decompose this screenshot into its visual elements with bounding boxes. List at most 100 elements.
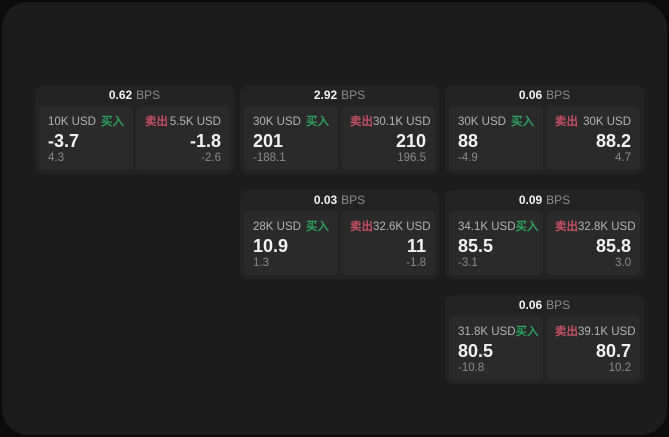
buy-price: 10.9 — [253, 236, 289, 256]
quote-card[interactable]: 0.62 BPS 10K USD 买入 -3.7 4.3 卖出 5.5K USD… — [35, 85, 234, 174]
spread-header: 2.92 BPS — [244, 85, 435, 106]
spread-value: 0.62 — [108, 88, 133, 102]
sell-tile[interactable]: 卖出 39.1K USD 80.7 10.2 — [546, 316, 640, 380]
sell-tile-top: 卖出 5.5K USD — [145, 113, 221, 129]
buy-sub-value: -188.1 — [253, 152, 286, 164]
buy-price: 201 — [253, 131, 284, 151]
buy-price: 85.5 — [458, 236, 494, 256]
sell-tile-top: 卖出 32.6K USD — [350, 218, 431, 234]
spread-value: 2.92 — [313, 88, 338, 102]
sell-tile[interactable]: 卖出 30.1K USD 210 196.5 — [341, 106, 435, 170]
sell-tile[interactable]: 卖出 32.8K USD 85.8 3.0 — [546, 211, 640, 275]
bps-unit-label: BPS — [136, 88, 161, 102]
sell-price: 85.8 — [595, 236, 631, 256]
quote-tiles: 30K USD 买入 201 -188.1 卖出 30.1K USD 210 1… — [244, 106, 435, 170]
buy-sub-value: 1.3 — [253, 257, 269, 269]
sell-tile[interactable]: 卖出 32.6K USD 11 -1.8 — [341, 211, 435, 275]
buy-price: 80.5 — [458, 341, 494, 361]
buy-tile-top: 28K USD 买入 — [253, 218, 329, 234]
bps-unit-label: BPS — [546, 193, 571, 207]
sell-tile-top: 卖出 30.1K USD — [350, 113, 431, 129]
buy-tile[interactable]: 30K USD 买入 201 -188.1 — [244, 106, 338, 170]
spread-header: 0.62 BPS — [39, 85, 230, 106]
quote-card[interactable]: 0.09 BPS 34.1K USD 买入 85.5 -3.1 卖出 32.8K… — [445, 190, 644, 279]
sell-tile-top: 卖出 32.8K USD — [555, 218, 636, 234]
sell-side-label: 卖出 — [145, 116, 168, 128]
sell-side-label: 卖出 — [555, 116, 578, 128]
buy-amount: 31.8K USD — [458, 326, 516, 338]
buy-side-label: 买入 — [306, 116, 329, 128]
buy-side-label: 买入 — [515, 326, 539, 338]
buy-tile[interactable]: 28K USD 买入 10.9 1.3 — [244, 211, 338, 275]
sell-tile[interactable]: 卖出 5.5K USD -1.8 -2.6 — [136, 106, 230, 170]
buy-tile-top: 34.1K USD 买入 — [458, 218, 539, 234]
bps-unit-label: BPS — [341, 88, 366, 102]
buy-price: 88 — [458, 131, 479, 151]
sell-sub-value: -1.8 — [406, 257, 426, 269]
spread-value: 0.06 — [518, 298, 543, 312]
buy-amount: 28K USD — [253, 221, 301, 233]
buy-amount: 10K USD — [48, 116, 96, 128]
buy-sub-value: -4.9 — [458, 152, 478, 164]
buy-amount: 30K USD — [458, 116, 506, 128]
buy-tile[interactable]: 34.1K USD 买入 85.5 -3.1 — [449, 211, 543, 275]
spread-value: 0.06 — [518, 88, 543, 102]
sell-tile-top: 卖出 30K USD — [555, 113, 631, 129]
sell-sub-value: 4.7 — [615, 152, 631, 164]
buy-tile[interactable]: 10K USD 买入 -3.7 4.3 — [39, 106, 133, 170]
buy-tile-top: 30K USD 买入 — [458, 113, 534, 129]
sell-price: 88.2 — [595, 131, 631, 151]
sell-amount: 30K USD — [583, 116, 631, 128]
sell-side-label: 卖出 — [350, 221, 373, 233]
quote-tiles: 28K USD 买入 10.9 1.3 卖出 32.6K USD 11 -1.8 — [244, 211, 435, 275]
sell-tile-top: 卖出 39.1K USD — [555, 323, 636, 339]
sell-side-label: 卖出 — [555, 221, 578, 233]
sell-sub-value: 10.2 — [608, 362, 631, 374]
buy-tile-top: 30K USD 买入 — [253, 113, 329, 129]
buy-tile[interactable]: 31.8K USD 买入 80.5 -10.8 — [449, 316, 543, 380]
sell-amount: 32.8K USD — [578, 221, 636, 233]
spread-header: 0.03 BPS — [244, 190, 435, 211]
spread-value: 0.03 — [313, 193, 338, 207]
quote-tiles: 34.1K USD 买入 85.5 -3.1 卖出 32.8K USD 85.8… — [449, 211, 640, 275]
sell-sub-value: 196.5 — [397, 152, 426, 164]
spread-header: 0.06 BPS — [449, 295, 640, 316]
sell-tile[interactable]: 卖出 30K USD 88.2 4.7 — [546, 106, 640, 170]
sell-side-label: 卖出 — [350, 116, 373, 128]
sell-amount: 5.5K USD — [169, 116, 221, 128]
bps-unit-label: BPS — [546, 298, 571, 312]
quote-card[interactable]: 0.06 BPS 30K USD 买入 88 -4.9 卖出 30K USD 8… — [445, 85, 644, 174]
quote-card-grid: 0.62 BPS 10K USD 买入 -3.7 4.3 卖出 5.5K USD… — [35, 85, 644, 384]
sell-amount: 30.1K USD — [373, 116, 431, 128]
quote-tiles: 10K USD 买入 -3.7 4.3 卖出 5.5K USD -1.8 -2.… — [39, 106, 230, 170]
sell-price: 210 — [395, 131, 426, 151]
buy-side-label: 买入 — [511, 116, 534, 128]
sell-sub-value: -2.6 — [201, 152, 221, 164]
buy-tile-top: 31.8K USD 买入 — [458, 323, 539, 339]
buy-sub-value: -10.8 — [458, 362, 485, 374]
buy-amount: 34.1K USD — [458, 221, 516, 233]
spread-header: 0.06 BPS — [449, 85, 640, 106]
quote-tiles: 30K USD 买入 88 -4.9 卖出 30K USD 88.2 4.7 — [449, 106, 640, 170]
quote-tiles: 31.8K USD 买入 80.5 -10.8 卖出 39.1K USD 80.… — [449, 316, 640, 380]
quote-card[interactable]: 0.03 BPS 28K USD 买入 10.9 1.3 卖出 32.6K US… — [240, 190, 439, 279]
bps-unit-label: BPS — [546, 88, 571, 102]
sell-price: -1.8 — [189, 131, 221, 151]
spread-value: 0.09 — [518, 193, 543, 207]
buy-tile-top: 10K USD 买入 — [48, 113, 124, 129]
buy-side-label: 买入 — [515, 221, 539, 233]
bps-unit-label: BPS — [341, 193, 366, 207]
sell-price: 11 — [406, 236, 426, 256]
buy-tile[interactable]: 30K USD 买入 88 -4.9 — [449, 106, 543, 170]
sell-side-label: 卖出 — [555, 326, 578, 338]
sell-sub-value: 3.0 — [615, 257, 631, 269]
buy-amount: 30K USD — [253, 116, 301, 128]
buy-side-label: 买入 — [101, 116, 124, 128]
buy-price: -3.7 — [48, 131, 80, 151]
quote-card[interactable]: 2.92 BPS 30K USD 买入 201 -188.1 卖出 30.1K … — [240, 85, 439, 174]
sell-amount: 39.1K USD — [578, 326, 636, 338]
buy-sub-value: -3.1 — [458, 257, 478, 269]
quote-card[interactable]: 0.06 BPS 31.8K USD 买入 80.5 -10.8 卖出 39.1… — [445, 295, 644, 384]
sell-price: 80.7 — [595, 341, 631, 361]
